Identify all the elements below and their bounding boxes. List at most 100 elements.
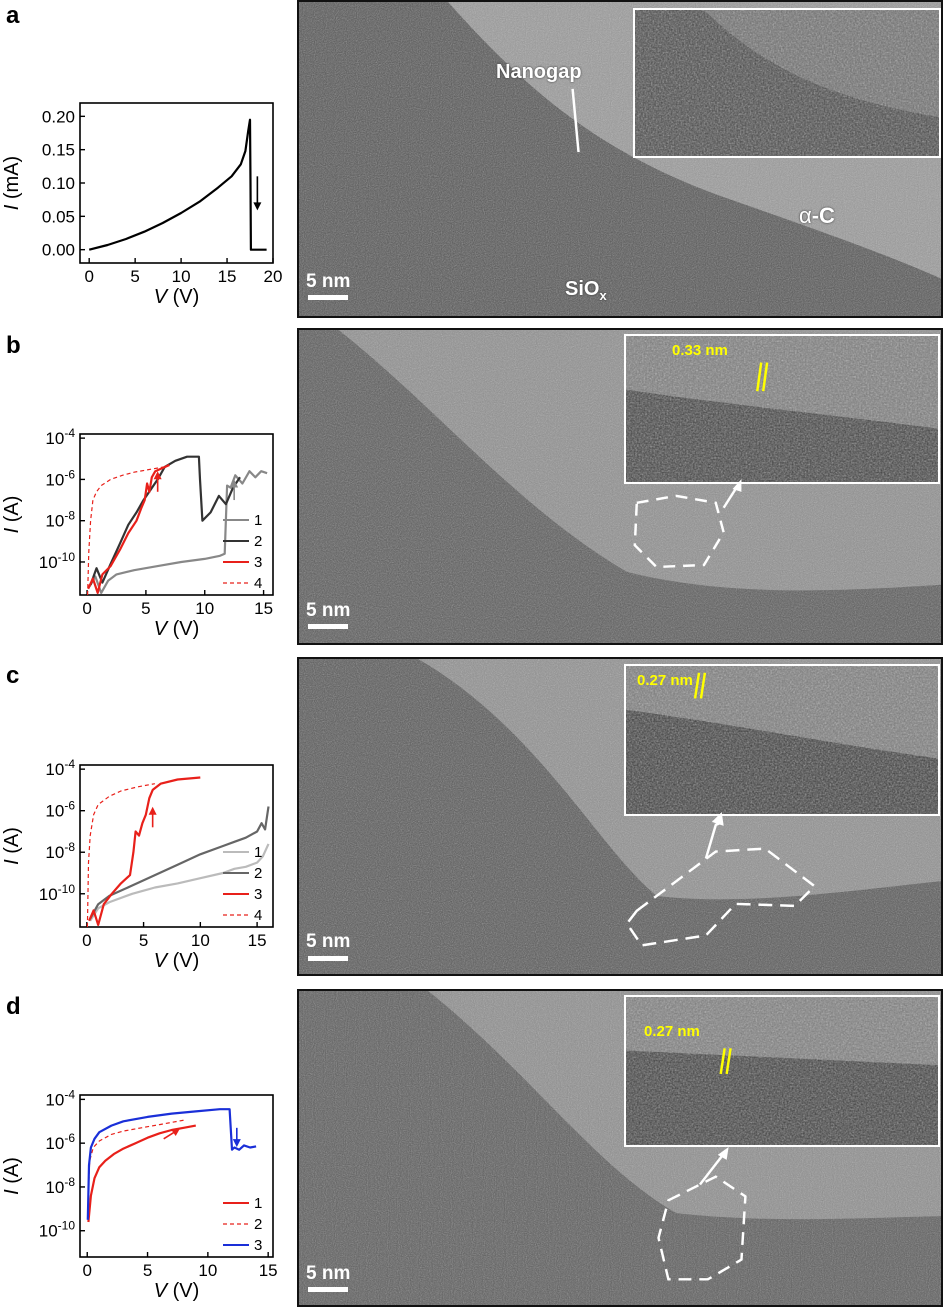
- y-tick-label-a: 0.20: [42, 107, 75, 126]
- x-axis-label-c: V (V): [154, 950, 200, 972]
- legend-label-d-3: 3: [254, 1237, 262, 1254]
- tem-image-d: 0.27 nm 5 nm: [297, 989, 943, 1307]
- tem-image-b: 0.33 nm 5 nm: [297, 328, 943, 645]
- direction-arrow-a-1: [253, 176, 262, 211]
- tem-image-a: Nanogap α-C SiOx 5 nm: [297, 0, 943, 318]
- siox-text: SiO: [565, 278, 600, 300]
- y-axis-label-b: I (A): [1, 496, 23, 534]
- y-tick-label-a: 0.00: [42, 241, 75, 260]
- x-tick-label-a: 15: [218, 267, 237, 286]
- direction-arrow-b-2: [230, 479, 239, 501]
- inset-image-c: [624, 664, 940, 816]
- panel-letter-d: d: [6, 993, 21, 1020]
- legend-label-c-2: 2: [254, 865, 262, 882]
- direction-arrow-d-2: [163, 1129, 180, 1140]
- inset-image-a: [633, 8, 941, 158]
- series-line-a-1: [88, 118, 267, 251]
- series-line-b-1: [88, 470, 268, 595]
- x-tick-label-a: 5: [130, 267, 139, 286]
- legend-label-b-4: 4: [254, 575, 262, 592]
- lattice-spacing-label-d: 0.27 nm: [644, 1023, 700, 1040]
- x-tick-label-c: 15: [248, 931, 267, 950]
- legend-label-d-2: 2: [254, 1216, 262, 1233]
- panel-letter-c: c: [6, 662, 20, 689]
- series-line-b-4: [87, 466, 164, 595]
- y-axis-label-c: I (A): [1, 827, 23, 865]
- direction-arrow-c-1: [148, 806, 157, 828]
- carbon-dash: -: [811, 203, 820, 228]
- scale-label-a: 5 nm: [306, 271, 351, 292]
- x-tick-label-c: 10: [191, 931, 210, 950]
- y-axis-label-a: I (mA): [1, 156, 23, 210]
- y-tick-label-a: 0.15: [42, 141, 75, 160]
- series-line-c-2: [89, 806, 270, 920]
- plot-frame-b: [79, 433, 274, 596]
- y-axis-label-d: I (A): [1, 1157, 23, 1195]
- iv-chart-b: 0 5 10 15 10-4 10-6 10-8 10-10 V (V) I (A) 1 2 3 4: [1, 426, 274, 640]
- series-line-c-1: [89, 843, 270, 922]
- y-tick-label-a: 0.05: [42, 207, 75, 226]
- y-tick-label-d: 10-6: [45, 1131, 75, 1153]
- y-tick-label-b: 10-4: [45, 426, 75, 448]
- x-tick-label-c: 0: [82, 931, 91, 950]
- y-tick-label-c: 10-10: [39, 882, 76, 904]
- series-line-c-4: [86, 783, 156, 927]
- x-axis-label-d: V (V): [154, 1280, 200, 1302]
- siox-label: SiOx: [565, 278, 607, 303]
- scale-bar-a: [308, 295, 348, 300]
- x-tick-label-b: 15: [254, 599, 273, 618]
- legend-label-b-2: 2: [254, 533, 262, 550]
- nanogap-label: Nanogap: [496, 61, 582, 83]
- direction-arrow-b-1: [153, 471, 162, 492]
- y-tick-label-d: 10-8: [45, 1175, 75, 1197]
- legend-label-b-1: 1: [254, 512, 262, 529]
- lattice-spacing-label-c: 0.27 nm: [637, 672, 693, 689]
- x-axis-label-b: V (V): [154, 618, 200, 640]
- carbon-label: α-C: [799, 203, 835, 229]
- y-tick-label-c: 10-8: [45, 840, 75, 862]
- x-tick-label-d: 5: [143, 1261, 152, 1280]
- scale-label-c: 5 nm: [306, 931, 351, 952]
- panel-letter-b: b: [6, 332, 21, 359]
- carbon-alpha: α: [799, 203, 812, 228]
- inset-image-b: [624, 334, 940, 484]
- y-tick-label-b: 10-10: [39, 550, 76, 572]
- y-tick-label-c: 10-4: [45, 757, 75, 779]
- y-tick-label-a: 0.10: [42, 174, 75, 193]
- x-tick-label-d: 0: [83, 1261, 92, 1280]
- legend-label-d-1: 1: [254, 1195, 262, 1212]
- x-tick-label-b: 0: [82, 599, 91, 618]
- tem-image-c: 0.27 nm 5 nm: [297, 657, 943, 976]
- carbon-c: C: [819, 203, 835, 228]
- x-tick-label-c: 5: [139, 931, 148, 950]
- iv-chart-c: 0 5 10 15 10-4 10-6 10-8 10-10 V (V) I (A) 1 2 3 4: [1, 757, 274, 972]
- x-tick-label-b: 5: [141, 599, 150, 618]
- scale-bar-b: [308, 624, 348, 629]
- x-tick-label-d: 15: [259, 1261, 278, 1280]
- series-line-c-3: [88, 776, 201, 927]
- legend-label-b-3: 3: [254, 554, 262, 571]
- scale-label-d: 5 nm: [306, 1263, 351, 1284]
- x-tick-label-a: 0: [84, 267, 93, 286]
- series-line-d-1: [87, 1124, 196, 1223]
- x-tick-label-d: 10: [198, 1261, 217, 1280]
- plot-frame-c: [79, 764, 274, 928]
- x-tick-label-a: 10: [172, 267, 191, 286]
- iv-chart-d: 0 5 10 15 10-4 10-6 10-8 10-10 V (V) I (A) 1 2 3: [1, 1087, 278, 1302]
- x-tick-label-a: 20: [264, 267, 283, 286]
- scale-label-b: 5 nm: [306, 600, 351, 621]
- plot-frame-d: [79, 1094, 274, 1258]
- legend-label-c-3: 3: [254, 886, 262, 903]
- iv-chart-a: 0 5 10 15 20 0.00 0.05 0.10 0.15 0.20 V (V) I (mA): [1, 102, 283, 308]
- series-line-b-3: [87, 463, 170, 595]
- siox-subscript: x: [599, 288, 607, 303]
- x-tick-label-b: 10: [195, 599, 214, 618]
- lattice-spacing-label-b: 0.33 nm: [672, 342, 728, 359]
- panel-letter-a: a: [6, 2, 20, 29]
- direction-arrow-d-1: [232, 1127, 241, 1148]
- inset-image-d: [624, 995, 940, 1147]
- scale-bar-d: [308, 1287, 348, 1292]
- y-tick-label-d: 10-4: [45, 1087, 75, 1109]
- legend-label-c-1: 1: [254, 844, 262, 861]
- y-tick-label-b: 10-6: [45, 467, 75, 489]
